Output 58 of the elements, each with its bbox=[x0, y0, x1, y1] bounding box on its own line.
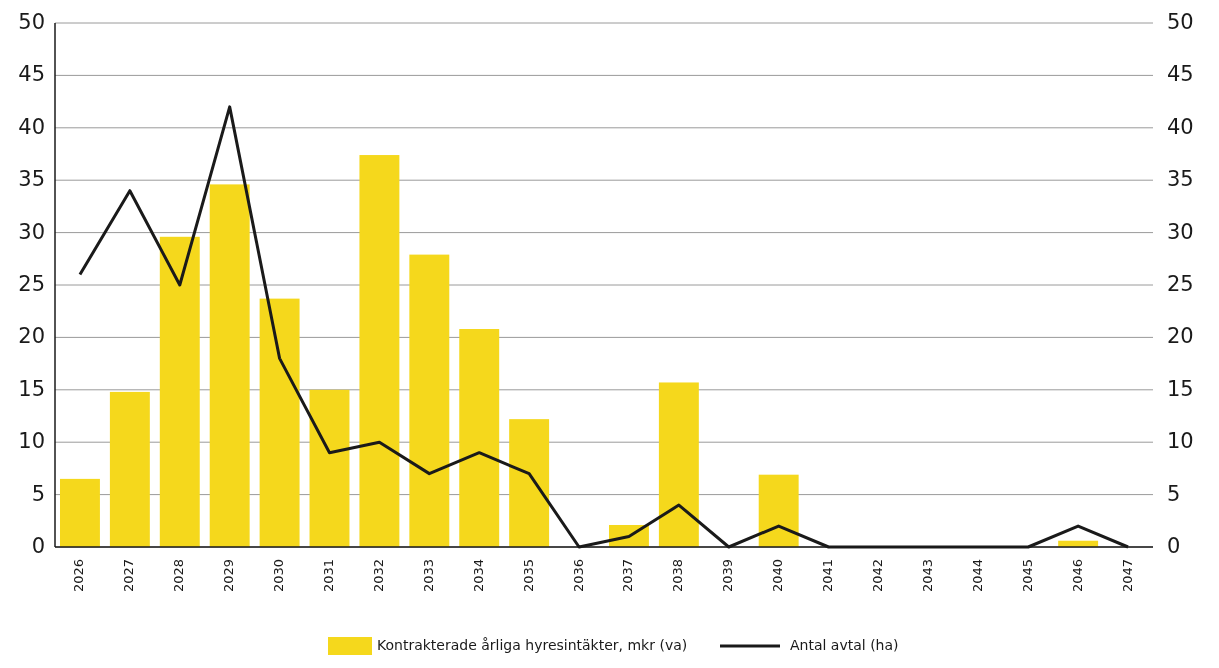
y-tick-label: 0 bbox=[31, 534, 45, 558]
x-tick-label: 2031 bbox=[321, 559, 336, 593]
y2-tick-label: 45 bbox=[1167, 62, 1194, 87]
x-tick-label: 2044 bbox=[969, 559, 985, 593]
y2-tick-label: 30 bbox=[1167, 219, 1194, 244]
y-tick-label: 45 bbox=[18, 62, 45, 87]
legend-label: Kontrakterade årliga hyresintäkter, mkr (va) bbox=[377, 637, 688, 653]
y-tick-label: 20 bbox=[18, 324, 45, 349]
legend-label: Antal avtal (ha) bbox=[790, 637, 899, 653]
bar bbox=[159, 236, 200, 547]
y-tick-label: 35 bbox=[18, 167, 45, 192]
x-tick-label: 2034 bbox=[470, 559, 486, 593]
x-tick-label: 2046 bbox=[1069, 559, 1085, 593]
y-tick-label: 40 bbox=[18, 114, 45, 139]
bar bbox=[409, 254, 450, 547]
y-tick-label: 15 bbox=[18, 376, 45, 401]
y2-tick-label: 35 bbox=[1167, 167, 1194, 192]
y2-tick-label: 25 bbox=[1167, 272, 1194, 296]
y2-tick-label: 40 bbox=[1167, 114, 1194, 139]
x-tick-label: 2030 bbox=[271, 559, 287, 593]
x-tick-label: 2043 bbox=[919, 559, 935, 593]
y2-tick-label: 15 bbox=[1167, 376, 1194, 401]
y2-tick-label: 50 bbox=[1167, 10, 1194, 34]
x-tick-label: 2038 bbox=[670, 559, 686, 593]
y2-tick-label: 0 bbox=[1167, 534, 1181, 558]
x-tick-label: 2035 bbox=[520, 559, 536, 593]
x-tick-label: 2040 bbox=[770, 559, 786, 593]
bar bbox=[109, 391, 150, 547]
x-tick-label: 2033 bbox=[420, 559, 436, 593]
y-tick-label: 50 bbox=[18, 10, 45, 34]
bar bbox=[658, 382, 699, 547]
bar bbox=[259, 298, 300, 547]
bar bbox=[509, 419, 550, 547]
y2-tick-label: 10 bbox=[1167, 429, 1194, 454]
bar bbox=[359, 155, 400, 547]
bar bbox=[459, 329, 500, 547]
x-tick-label: 2028 bbox=[171, 559, 187, 593]
x-tick-label: 2029 bbox=[221, 559, 237, 593]
x-tick-label: 2037 bbox=[620, 559, 636, 593]
bar bbox=[309, 389, 350, 547]
x-tick-label: 2047 bbox=[1119, 559, 1135, 593]
x-tick-label: 2032 bbox=[370, 559, 386, 593]
y-tick-label: 25 bbox=[18, 272, 45, 296]
x-tick-label: 2027 bbox=[121, 559, 137, 593]
x-tick-label: 2045 bbox=[1019, 559, 1035, 593]
x-tick-label: 2042 bbox=[870, 559, 885, 593]
x-tick-label: 2026 bbox=[71, 559, 87, 593]
x-tick-label: 2041 bbox=[820, 559, 836, 593]
bar bbox=[758, 474, 799, 547]
x-tick-label: 2039 bbox=[720, 559, 736, 593]
y-tick-label: 30 bbox=[18, 219, 45, 244]
y2-tick-label: 5 bbox=[1167, 481, 1181, 506]
bar bbox=[59, 478, 100, 547]
y-tick-label: 5 bbox=[31, 481, 45, 506]
x-tick-label: 2036 bbox=[570, 559, 586, 593]
y2-tick-label: 20 bbox=[1167, 324, 1194, 349]
y-tick-label: 10 bbox=[18, 429, 45, 454]
bar bbox=[209, 184, 250, 547]
